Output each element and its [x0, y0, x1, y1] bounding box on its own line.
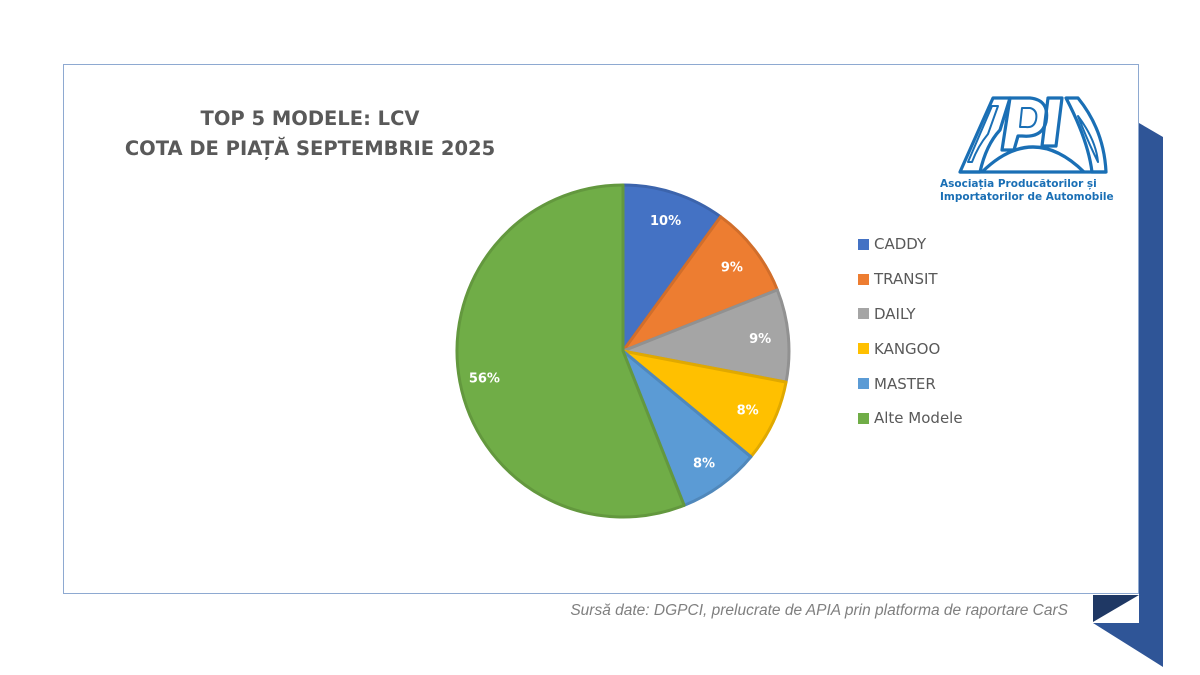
legend-label: MASTER [874, 374, 936, 393]
legend-swatch [858, 238, 869, 250]
chart-title-line2: COTA DE PIAȚĂ SEPTEMBRIE 2025 [124, 137, 496, 160]
ribbon-fold [1093, 595, 1139, 622]
legend-item-master: MASTER [858, 366, 963, 401]
apia-logo [958, 96, 1108, 174]
source-note: Sursă date: DGPCI, prelucrate de APIA pr… [570, 602, 1068, 619]
legend-label: TRANSIT [874, 270, 938, 289]
legend-label: KANGOO [874, 339, 941, 358]
logo-line2: Importatorilor de Automobile [940, 191, 1114, 203]
legend-item-transit: TRANSIT [858, 262, 963, 297]
legend-label: DAILY [874, 304, 916, 323]
chart-title: TOP 5 MODELE: LCV COTA DE PIAȚĂ SEPTEMBR… [100, 104, 520, 164]
legend-swatch [858, 273, 869, 285]
legend-swatch [858, 412, 869, 424]
legend-item-daily: DAILY [858, 297, 963, 332]
legend-item-kangoo: KANGOO [858, 331, 963, 366]
legend-swatch [858, 378, 869, 390]
logo-line1: Asociația Producătorilor și [940, 178, 1097, 190]
legend-swatch [858, 343, 869, 355]
apia-logo-text: Asociația Producătorilor și Importatoril… [940, 178, 1120, 204]
legend-label: Alte Modele [874, 409, 963, 428]
chart-title-line1: TOP 5 MODELE: LCV [200, 107, 420, 130]
legend-label: CADDY [874, 235, 927, 254]
legend-item-alte-modele: Alte Modele [858, 401, 963, 436]
ribbon-band [1093, 123, 1163, 667]
chart-legend: CADDY TRANSIT DAILY KANGOO MASTER Alte Modele [858, 227, 963, 436]
legend-swatch [858, 308, 869, 320]
legend-item-caddy: CADDY [858, 227, 963, 262]
